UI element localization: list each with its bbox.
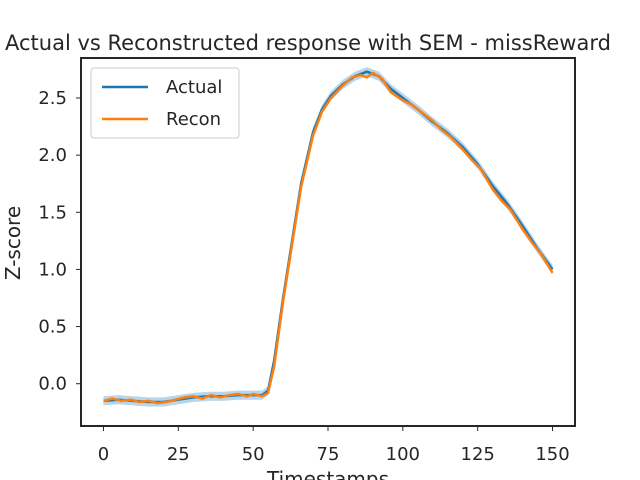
y-tick-label: 1.5: [38, 202, 67, 223]
legend-label-actual: Actual: [166, 77, 222, 98]
y-axis-label: Z-score: [1, 206, 25, 280]
axes-frame: [80, 57, 576, 427]
x-tick-label: 25: [167, 444, 190, 465]
y-tick-label: 1.0: [38, 259, 67, 280]
x-tick-label: 75: [317, 444, 340, 465]
legend-frame: [90, 67, 240, 139]
x-tick-label: 125: [461, 444, 495, 465]
x-axis-ticks: 0 25 50 75 100 125 150: [98, 426, 570, 465]
x-tick-label: 100: [386, 444, 420, 465]
chart-title: Actual vs Reconstructed response with SE…: [5, 31, 611, 55]
legend-label-recon: Recon: [166, 109, 221, 130]
x-tick-label: 50: [242, 444, 265, 465]
x-tick-label: 0: [98, 444, 109, 465]
x-axis-label: Timestamps: [266, 467, 389, 480]
y-tick-label: 2.0: [38, 145, 67, 166]
legend: Actual Recon: [90, 67, 240, 139]
x-tick-label: 150: [535, 444, 569, 465]
y-axis-ticks: 0.0 0.5 1.0 1.5 2.0 2.5: [38, 88, 81, 395]
y-tick-label: 0.0: [38, 374, 67, 395]
y-tick-label: 2.5: [38, 88, 67, 109]
y-tick-label: 0.5: [38, 317, 67, 338]
plot-area: [103, 67, 554, 407]
series-line-recon: [103, 71, 554, 405]
